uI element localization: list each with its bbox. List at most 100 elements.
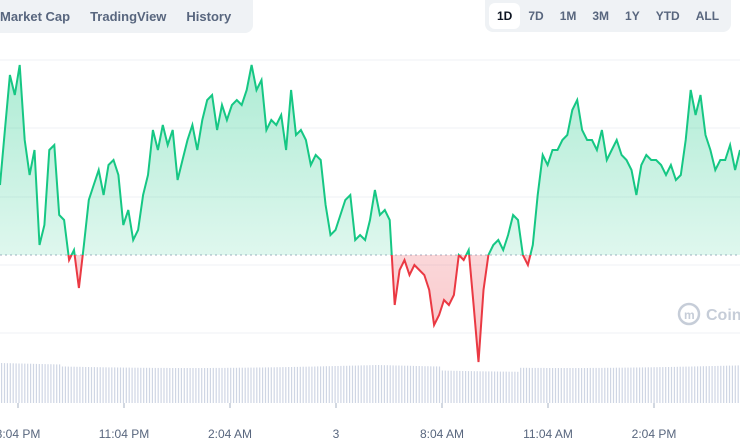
x-tick-label: 11:04 PM [99,427,149,441]
volume-bar [343,365,345,403]
volume-bar [639,367,641,403]
volume-bar [389,365,391,403]
volume-bar [346,365,348,403]
volume-bar [534,367,536,403]
volume-bar [670,366,673,403]
volume-bar [180,368,182,403]
volume-bar [430,366,432,403]
volume-bar [3,363,6,403]
volume-bar [305,366,307,403]
volume-bar [264,367,267,403]
range-3m[interactable]: 3M [592,9,610,23]
volume-bar [702,366,704,403]
volume-bar [88,367,90,403]
volume-bar [520,367,522,403]
price-line-up [0,64,740,255]
volume-bar [122,367,124,403]
volume-bar [665,367,667,403]
volume-bar [230,367,232,403]
volume-bar [102,367,104,403]
volume-bar [592,367,594,403]
volume-bar [444,370,446,403]
tab-market-cap[interactable]: Market Cap [0,9,71,24]
volume-bar [366,365,368,403]
volume-bar [386,365,388,403]
volume-bar [531,367,533,403]
volume-bar [633,367,635,403]
volume-bar [714,366,716,403]
volume-bar [499,371,501,403]
volume-bar [198,368,200,403]
volume-bar [18,363,20,403]
volume-bar [349,365,351,403]
volume-bar [334,366,336,403]
volume-bar [598,367,600,403]
volume-bar [12,363,14,403]
volume-bar [27,363,29,403]
volume-bar [354,365,356,403]
volume-bar [105,367,107,403]
volume-bar [9,363,11,403]
volume-bar [351,365,354,403]
tab-history[interactable]: History [186,9,232,24]
range-1m[interactable]: 1M [559,9,577,23]
volume-bar [250,367,252,403]
watermark-logo: m Coin [677,302,740,326]
volume-bar [73,366,75,403]
volume-bar [409,365,412,403]
volume-bar [586,368,588,403]
volume-bar [572,368,574,403]
volume-bar [621,367,623,403]
volume-bar [114,367,116,403]
range-1d[interactable]: 1D [489,3,521,29]
volume-bar [154,367,156,403]
volume-bar [450,370,452,403]
volume-bar [615,367,617,403]
volume-bar [560,368,562,403]
volume-bar [56,364,58,403]
volume-bar [35,363,37,403]
volume-bar [169,368,171,403]
volume-bar [151,367,153,403]
range-ytd[interactable]: YTD [655,9,680,23]
volume-bar [465,371,467,403]
volume-bar [589,367,591,403]
range-7d[interactable]: 7D [528,9,544,23]
volume-bar [505,371,507,403]
volume-bar [502,371,504,403]
svg-text:m: m [684,308,695,322]
volume-bar [146,367,148,403]
volume-bar [641,367,644,403]
volume-bar [90,367,93,403]
volume-bar [685,366,687,403]
volume-bar [601,367,603,403]
volume-bar [392,365,394,403]
range-all[interactable]: ALL [695,9,720,23]
volume-bar [160,367,162,403]
volume-bar [630,367,632,403]
volume-bar [543,367,545,403]
volume-bar [549,368,551,403]
range-1y[interactable]: 1Y [625,9,640,23]
volume-bar [540,367,542,403]
volume-bar [302,366,304,403]
volume-bar [618,367,620,403]
volume-bar [708,366,710,403]
volume-bar [383,365,385,403]
volume-bar [82,366,84,403]
volume-bar [79,366,81,403]
volume-bar [206,368,209,403]
volume-bar [575,368,577,403]
volume-bar [462,371,464,403]
volume-bar [636,367,638,403]
volume-bar [224,367,226,403]
volume-bar [380,365,383,403]
volume-bar [119,367,122,403]
volume-bar [172,368,174,403]
volume-bar [41,364,43,403]
volume-bar [433,366,435,403]
volume-bar [697,366,699,403]
tab-tradingview[interactable]: TradingView [90,9,167,24]
volume-bar [491,371,493,403]
